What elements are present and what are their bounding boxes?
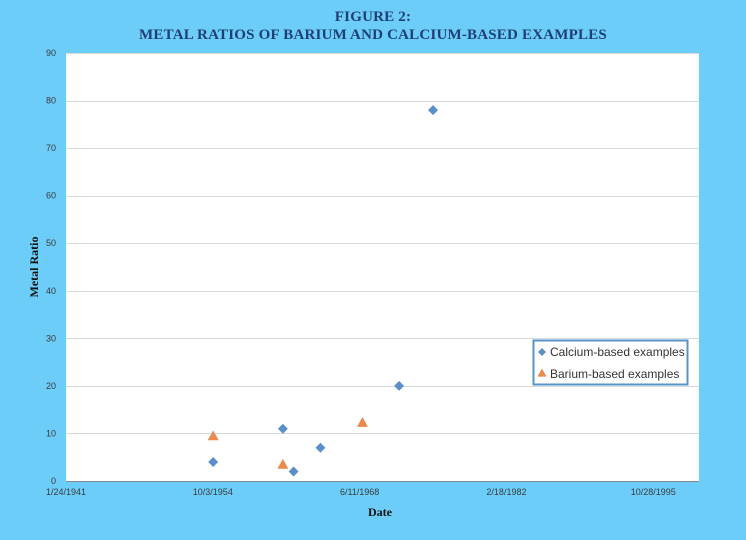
- calcium-data-point: [208, 456, 219, 467]
- data-points: [207, 105, 439, 477]
- calcium-data-point: [277, 423, 288, 434]
- y-tick-labels: 0 10 20 30 40 50 60 70 80 90: [46, 48, 56, 486]
- legend-box: [532, 339, 689, 386]
- y-tick-label: 30: [46, 333, 56, 343]
- x-tick-labels: 1/24/1941 10/3/1954 6/11/1968 2/18/1982 10/2…: [46, 487, 676, 497]
- plot-area: [66, 53, 699, 482]
- barium-data-point: [207, 430, 219, 441]
- y-tick-label: 20: [46, 381, 56, 391]
- y-tick-label: 90: [46, 48, 56, 58]
- x-axis-title: Date: [368, 505, 393, 519]
- y-tick-label: 60: [46, 191, 56, 201]
- barium-data-point: [356, 417, 368, 427]
- calcium-data-point: [428, 105, 439, 116]
- x-tick-label: 10/28/1995: [631, 487, 676, 497]
- y-tick-label: 80: [46, 96, 56, 106]
- y-tick-label: 10: [46, 428, 56, 438]
- calcium-data-point: [315, 442, 326, 453]
- y-tick-label: 40: [46, 286, 56, 296]
- y-tick-label: 50: [46, 238, 56, 248]
- x-tick-label: 1/24/1941: [46, 487, 86, 497]
- x-tick-label: 6/11/1968: [340, 487, 379, 497]
- barium-data-point: [277, 458, 289, 469]
- legend: Calcium-based examples Barium-based exam…: [532, 339, 689, 386]
- legend-triangle-marker: [537, 368, 547, 377]
- chart-subtitle: METAL RATIOS OF BARIUM AND CALCIUM-BASED…: [139, 27, 607, 43]
- x-tick-label: 2/18/1982: [486, 487, 526, 497]
- y-tick-label: 0: [51, 476, 56, 486]
- legend-label-calcium: Calcium-based examples: [550, 345, 685, 359]
- calcium-data-point: [288, 466, 299, 477]
- grid-lines: [66, 53, 699, 434]
- calcium-data-point: [394, 380, 405, 391]
- chart-title: FIGURE 2:: [334, 9, 412, 25]
- x-tick-label: 10/3/1954: [193, 487, 233, 497]
- legend-diamond-marker: [538, 348, 546, 356]
- y-axis-title: Metal Ratio: [27, 237, 41, 298]
- y-tick-label: 70: [46, 143, 56, 153]
- legend-label-barium: Barium-based examples: [550, 367, 679, 381]
